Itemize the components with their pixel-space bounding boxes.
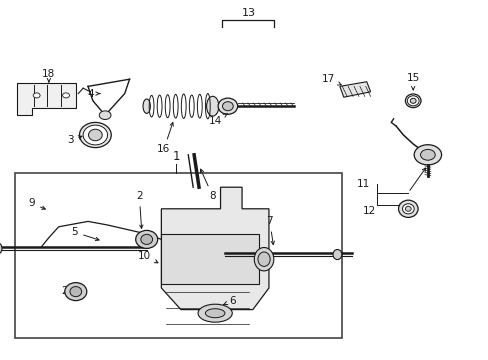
Ellipse shape <box>405 94 420 108</box>
Text: 3: 3 <box>66 135 82 145</box>
Text: 4: 4 <box>87 89 100 99</box>
Text: 2: 2 <box>61 286 73 296</box>
Ellipse shape <box>64 283 87 301</box>
Ellipse shape <box>83 125 107 145</box>
Circle shape <box>413 145 441 165</box>
Text: 2: 2 <box>136 191 142 228</box>
Polygon shape <box>339 82 370 97</box>
Text: 18: 18 <box>42 69 56 82</box>
Text: 16: 16 <box>157 122 173 154</box>
Ellipse shape <box>79 122 111 148</box>
Text: 11: 11 <box>356 179 369 189</box>
Ellipse shape <box>205 309 224 318</box>
Text: 5: 5 <box>71 227 99 240</box>
Ellipse shape <box>136 230 157 248</box>
Text: 6: 6 <box>223 296 235 306</box>
Text: 1: 1 <box>172 150 180 163</box>
Ellipse shape <box>405 206 410 211</box>
Text: 17: 17 <box>321 74 341 85</box>
Polygon shape <box>161 187 268 310</box>
Text: 10: 10 <box>138 251 158 263</box>
Ellipse shape <box>254 248 273 271</box>
Circle shape <box>99 111 111 120</box>
Ellipse shape <box>198 304 232 322</box>
Ellipse shape <box>332 249 341 260</box>
Ellipse shape <box>402 204 413 214</box>
Bar <box>15 173 342 338</box>
Bar <box>161 234 259 284</box>
Ellipse shape <box>88 129 102 141</box>
Text: 9: 9 <box>28 198 45 209</box>
Text: 8: 8 <box>200 169 216 201</box>
Text: 13: 13 <box>241 8 255 18</box>
Ellipse shape <box>206 96 219 116</box>
Ellipse shape <box>143 99 150 113</box>
Ellipse shape <box>218 98 237 114</box>
Text: 15: 15 <box>406 73 419 90</box>
Ellipse shape <box>222 102 233 111</box>
Ellipse shape <box>258 252 270 266</box>
Polygon shape <box>17 83 76 115</box>
Circle shape <box>33 93 40 98</box>
Ellipse shape <box>398 200 417 217</box>
Ellipse shape <box>0 243 2 254</box>
Text: 14: 14 <box>209 113 227 126</box>
Text: 12: 12 <box>363 206 376 216</box>
Ellipse shape <box>407 96 418 106</box>
Text: 7: 7 <box>266 216 274 244</box>
Ellipse shape <box>409 98 415 103</box>
Ellipse shape <box>70 287 81 297</box>
Circle shape <box>62 93 69 98</box>
Ellipse shape <box>141 234 152 244</box>
Circle shape <box>420 149 434 160</box>
